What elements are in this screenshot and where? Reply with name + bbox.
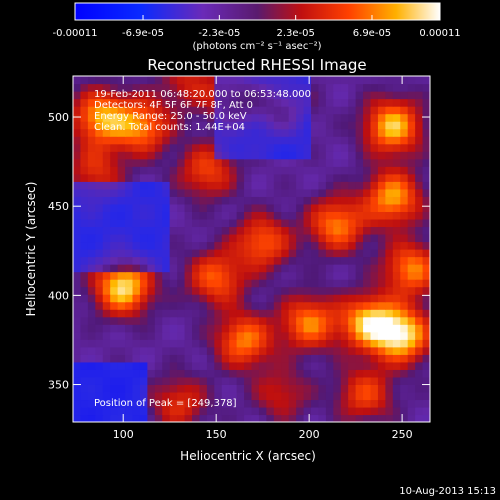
y-tick-label: 450 [48,200,69,213]
plot-frame [72,75,431,423]
colorbar-tick-label: -6.9e-05 [122,28,164,39]
y-tick-label: 400 [48,289,69,302]
x-tick-label: 250 [392,428,413,441]
annotation-energy: Energy Range: 25.0 - 50.0 keV [94,111,247,122]
colorbar-tick-label: -0.00011 [53,28,98,39]
colorbar-tick-label: -2.3e-05 [198,28,240,39]
x-axis-label: Heliocentric X (arcsec) [180,449,316,463]
x-tick-label: 200 [299,428,320,441]
colorbar-tick-label: 0.00011 [419,28,460,39]
annotation-time: 19-Feb-2011 06:48:20.000 to 06:53:48.000 [94,89,311,100]
chart-title: Reconstructed RHESSI Image [147,56,366,74]
colorbar-tick-label: 6.9e-05 [353,28,391,39]
heatmap-image [73,76,430,422]
y-tick-label: 350 [48,379,69,392]
annotation-detectors: Detectors: 4F 5F 6F 7F 8F, Att 0 [94,100,253,111]
annotation-counts: Clean. Total counts: 1.44E+04 [94,122,245,133]
x-tick-label: 100 [113,428,134,441]
y-axis-label: Heliocentric Y (arcsec) [24,182,38,317]
peak-position-label: Position of Peak = [249,378] [94,398,237,409]
colorbar [74,2,441,21]
colorbar-ticks: -0.00011 -6.9e-05 -2.3e-05 2.3e-05 6.9e-05 0.… [53,15,461,39]
colorbar-tick-label: 2.3e-05 [276,28,314,39]
x-tick-label: 150 [206,428,227,441]
footer-date: 10-Aug-2013 15:13 [399,486,496,497]
axis-ticks: 100 150 200 250 350 400 450 500 [48,76,430,441]
y-tick-label: 500 [48,111,69,124]
colorbar-unit-label: (photons cm⁻² s⁻¹ asec⁻²) [192,41,321,52]
